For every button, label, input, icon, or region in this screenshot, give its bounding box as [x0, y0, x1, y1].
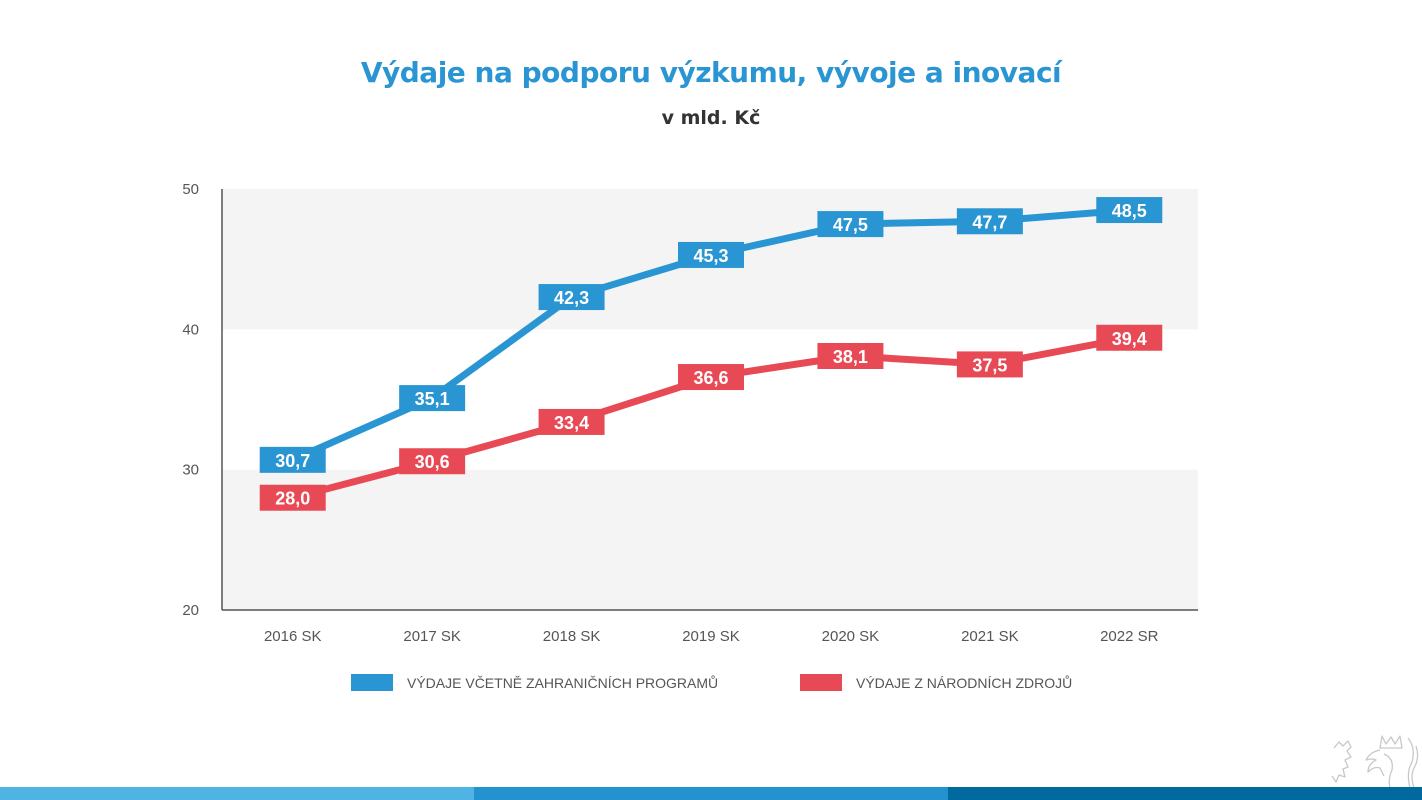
data-label-box — [678, 364, 744, 391]
data-label-box — [259, 484, 326, 511]
data-label-box — [956, 208, 1023, 235]
data-label-text: 30,6 — [415, 452, 450, 472]
grid-band — [222, 469, 1198, 610]
data-label-box — [1096, 324, 1163, 351]
x-tick-label: 2019 SK — [682, 628, 740, 645]
x-tick-label: 2018 SK — [543, 628, 601, 645]
data-label: 45,3 — [678, 241, 744, 268]
data-label: 48,5 — [1096, 197, 1163, 224]
data-label-text: 28,0 — [275, 489, 310, 509]
data-label-box — [538, 284, 605, 311]
data-labels: 30,7 35,1 42,3 45,3 47,5 47,7 48,5 28,0 30,6 33,4… — [259, 197, 1163, 511]
legend-swatch-national — [800, 674, 842, 691]
x-tick-label: 2017 SK — [403, 628, 461, 645]
legend-swatch-foreign — [351, 674, 393, 691]
data-label-box — [956, 351, 1023, 378]
x-tick-label: 2021 SK — [961, 628, 1019, 645]
data-label-text: 33,4 — [554, 413, 589, 433]
x-tick-label: 2022 SR — [1100, 628, 1159, 645]
data-label: 42,3 — [538, 284, 605, 311]
data-label-text: 48,5 — [1112, 201, 1147, 221]
x-tick-label: 2016 SK — [264, 628, 322, 645]
data-label-box — [817, 211, 884, 238]
y-tick-labels: 20 30 40 50 — [182, 181, 199, 619]
data-label-text: 42,3 — [554, 288, 589, 308]
data-label-text: 47,5 — [833, 215, 868, 235]
legend-item-national: VÝDAJE Z NÁRODNÍCH ZDROJŮ — [800, 674, 1072, 691]
x-tick-label: 2020 SK — [822, 628, 880, 645]
data-label-text: 36,6 — [693, 368, 728, 388]
chart-title: Výdaje na podporu výzkumu, vývoje a inov… — [360, 56, 1062, 89]
data-label-text: 35,1 — [415, 389, 450, 409]
footer-bar-3 — [948, 787, 1422, 800]
legend-label-national: VÝDAJE Z NÁRODNÍCH ZDROJŮ — [856, 674, 1073, 691]
data-label-box — [817, 342, 884, 369]
legend-label-foreign: VÝDAJE VČETNĚ ZAHRANIČNÍCH PROGRAMŮ — [407, 674, 719, 691]
data-label: 33,4 — [538, 408, 605, 435]
data-label-text: 47,7 — [972, 212, 1007, 232]
y-tick-label: 50 — [182, 181, 199, 198]
footer-bar-1 — [0, 787, 474, 800]
data-label: 28,0 — [259, 484, 326, 511]
data-label-box — [538, 408, 605, 435]
czech-lion-icon — [1312, 728, 1422, 793]
data-label-box — [399, 448, 466, 475]
x-tick-labels: 2016 SK 2017 SK 2018 SK 2019 SK 2020 SK 2021 … — [264, 628, 1159, 645]
footer-bar-2 — [474, 787, 948, 800]
chart-subtitle: v mld. Kč — [661, 107, 761, 129]
data-label-box — [678, 241, 744, 268]
data-label: 35,1 — [399, 385, 466, 412]
data-label: 47,5 — [817, 211, 884, 238]
y-tick-label: 30 — [182, 462, 199, 479]
axes — [221, 189, 1198, 611]
data-label-text: 45,3 — [693, 246, 728, 266]
data-label-box — [1096, 197, 1163, 224]
data-label-text: 38,1 — [833, 347, 868, 367]
data-label-box — [259, 446, 326, 473]
data-label: 37,5 — [956, 351, 1023, 378]
data-label: 47,7 — [956, 208, 1023, 235]
data-label: 36,6 — [678, 364, 744, 391]
data-label: 30,7 — [259, 446, 326, 473]
data-label-text: 37,5 — [972, 355, 1007, 375]
data-label-text: 30,7 — [275, 451, 310, 471]
data-label: 38,1 — [817, 342, 884, 369]
legend: VÝDAJE VČETNĚ ZAHRANIČNÍCH PROGRAMŮ VÝDA… — [0, 674, 1422, 694]
y-tick-label: 20 — [182, 602, 199, 619]
data-label: 30,6 — [399, 448, 466, 475]
legend-item-foreign: VÝDAJE VČETNĚ ZAHRANIČNÍCH PROGRAMŮ — [351, 674, 718, 691]
data-label: 39,4 — [1096, 324, 1163, 351]
data-label-text: 39,4 — [1112, 329, 1147, 349]
data-label-box — [399, 385, 466, 412]
y-tick-label: 40 — [182, 321, 199, 338]
